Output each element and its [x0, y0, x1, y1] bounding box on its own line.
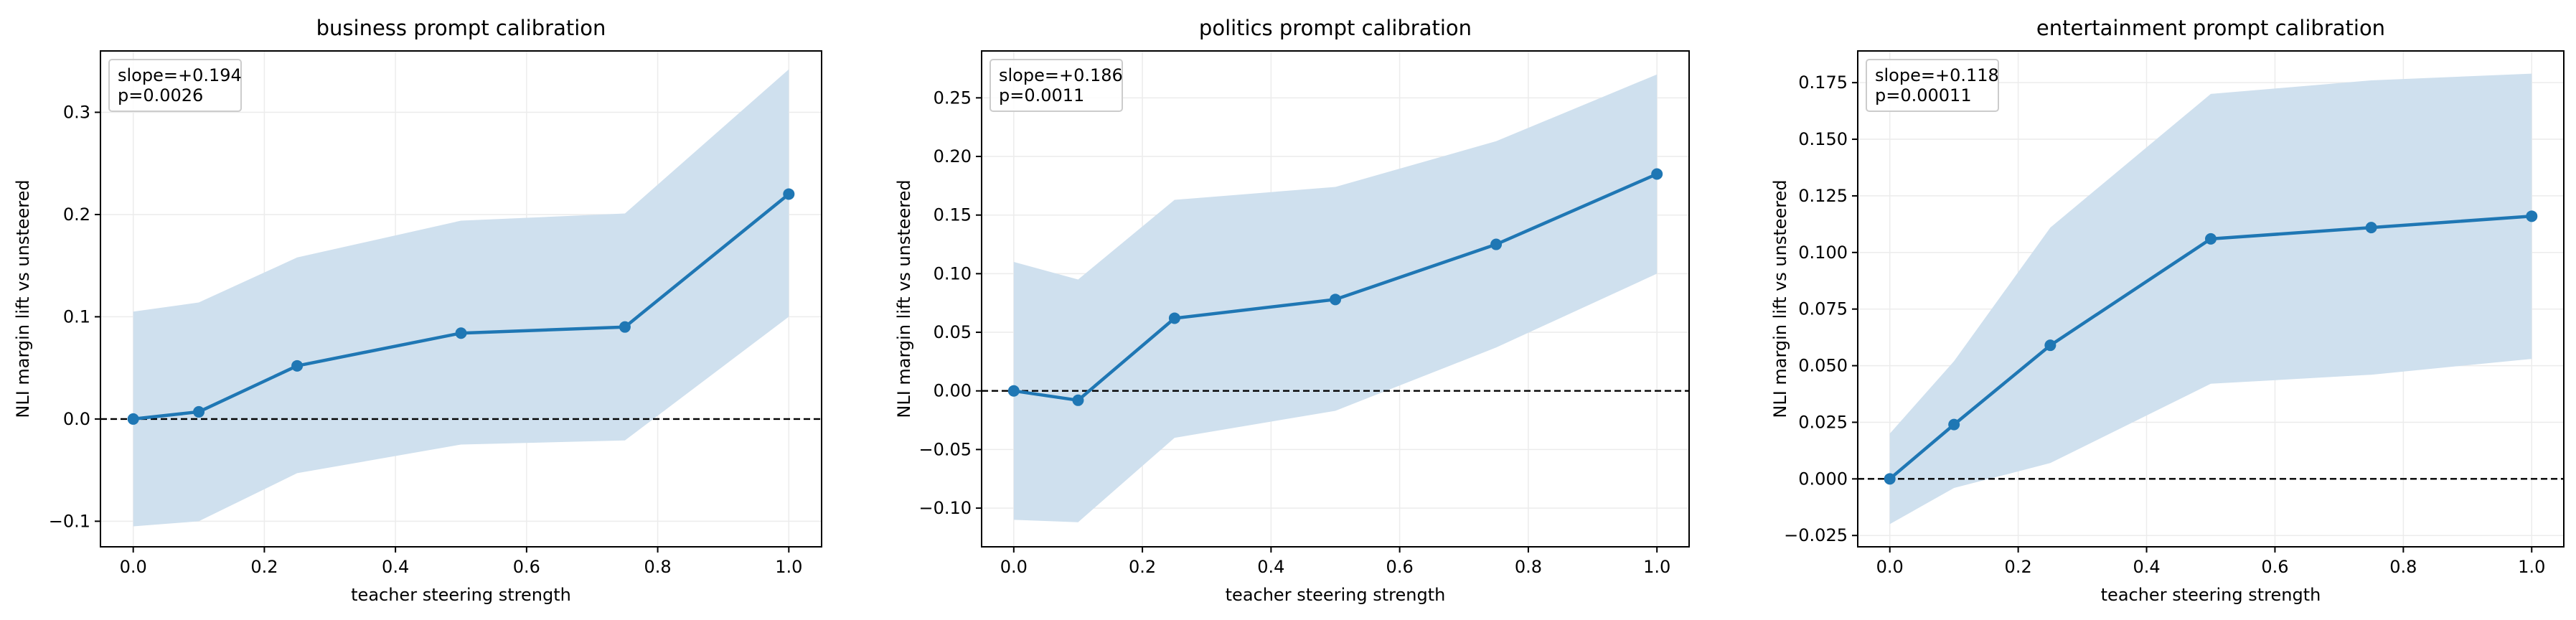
- data-point: [1330, 293, 1341, 306]
- y-tick-label: 0.20: [934, 146, 972, 166]
- y-tick-label: 0.0: [63, 409, 90, 429]
- annotation-text: p=0.0026: [118, 85, 203, 105]
- y-tick-label: 0.05: [934, 322, 972, 342]
- x-axis-label: teacher steering strength: [1226, 585, 1446, 605]
- chart-panel-2: 0.0 0.2 0.4 0.6 0.8 1.0 −0.10 −0.05 0.00 0.05 0.10…: [894, 16, 1690, 605]
- annotation-box: [1866, 59, 1999, 112]
- y-axis-label: NLI margin lift vs unsteered: [13, 179, 33, 418]
- annotation-text: slope=+0.186: [999, 65, 1123, 85]
- confidence-band: [133, 69, 789, 527]
- annotation-box: [989, 59, 1123, 112]
- x-tick-label: 0.6: [513, 557, 540, 577]
- data-point: [1948, 418, 1960, 431]
- chart-title: business prompt calibration: [316, 16, 606, 40]
- x-tick-label: 0.6: [1386, 557, 1414, 577]
- series-line: [133, 192, 790, 421]
- data-point: [619, 321, 631, 333]
- data-point: [1651, 168, 1663, 180]
- annotation-text: slope=+0.118: [1875, 65, 1999, 85]
- y-tick-label: 0.10: [934, 263, 972, 283]
- x-tick-label: 0.0: [1000, 557, 1028, 577]
- data-point: [1168, 312, 1180, 324]
- data-point: [455, 327, 467, 339]
- y-tick-label: 0.000: [1798, 469, 1848, 489]
- y-tick-label: 0.3: [63, 102, 90, 122]
- x-tick-label: 1.0: [1643, 557, 1670, 577]
- chart-panel-3: 0.0 0.2 0.4 0.6 0.8 1.0 −0.025 0.000 0.025 0.050 0…: [1770, 16, 2565, 605]
- y-tick-label: 0.2: [63, 205, 90, 225]
- x-tick-label: 0.6: [2261, 557, 2288, 577]
- x-tick-label: 0.4: [1257, 557, 1284, 577]
- y-tick-label: −0.1: [49, 511, 90, 531]
- y-axis-label: NLI margin lift vs unsteered: [894, 179, 914, 418]
- y-tick-label: −0.05: [918, 439, 972, 459]
- y-tick-label: 0.25: [934, 88, 972, 108]
- chart-panel-1: 0.0 0.2 0.4 0.6 0.8 1.0 −0.1 0.0 0.1 0.2 0.3 busine…: [13, 16, 822, 605]
- x-tick-label: 0.8: [644, 557, 672, 577]
- y-tick-label: 0.025: [1798, 412, 1848, 432]
- y-tick-label: −0.10: [918, 498, 972, 518]
- chart-title: politics prompt calibration: [1199, 16, 1472, 40]
- y-axis-label: NLI margin lift vs unsteered: [1770, 179, 1790, 418]
- y-tick-label: 0.150: [1798, 129, 1848, 149]
- data-point: [2526, 210, 2538, 222]
- y-tick-label: 0.1: [63, 306, 90, 327]
- confidence-band: [1889, 73, 2532, 525]
- x-tick-label: 1.0: [2518, 557, 2545, 577]
- series-line: [1889, 215, 2532, 481]
- data-point: [783, 188, 795, 200]
- y-tick-label: 0.00: [934, 381, 972, 401]
- data-point: [127, 413, 139, 425]
- data-point: [1490, 238, 1503, 250]
- axes-frame: [1857, 50, 2565, 548]
- data-point: [1884, 473, 1896, 485]
- annotation-text: p=0.00011: [1875, 85, 1972, 105]
- data-point: [1072, 394, 1084, 406]
- x-tick-label: 0.2: [250, 557, 278, 577]
- y-tick-label: 0.100: [1798, 243, 1848, 263]
- x-tick-label: 0.4: [382, 557, 409, 577]
- y-tick-label: −0.025: [1784, 525, 1848, 545]
- x-tick-label: 0.4: [2133, 557, 2160, 577]
- series-line: [1013, 172, 1658, 403]
- x-tick-label: 0.2: [1129, 557, 1156, 577]
- data-point: [1007, 385, 1020, 397]
- y-tick-label: 0.125: [1798, 186, 1848, 206]
- x-tick-label: 0.8: [1515, 557, 1542, 577]
- x-tick-label: 0.2: [2005, 557, 2032, 577]
- annotation-text: p=0.0011: [999, 85, 1084, 105]
- data-point: [2365, 222, 2377, 234]
- data-point: [2205, 232, 2217, 245]
- x-tick-label: 0.8: [2389, 557, 2417, 577]
- axes-frame: [981, 50, 1690, 548]
- axes-frame: [100, 50, 822, 548]
- x-tick-label: 1.0: [775, 557, 802, 577]
- data-point: [291, 360, 304, 372]
- x-axis-label: teacher steering strength: [2101, 585, 2321, 605]
- y-tick-label: 0.050: [1798, 356, 1848, 376]
- annotation-box: [108, 59, 242, 112]
- data-point: [2044, 339, 2056, 352]
- data-point: [193, 405, 205, 418]
- y-tick-label: 0.075: [1798, 299, 1848, 319]
- x-tick-label: 0.0: [1876, 557, 1904, 577]
- chart-title: entertainment prompt calibration: [2036, 16, 2385, 40]
- y-tick-label: 0.15: [934, 205, 972, 225]
- x-tick-label: 0.0: [120, 557, 147, 577]
- x-axis-label: teacher steering strength: [351, 585, 571, 605]
- y-tick-label: 0.175: [1798, 72, 1848, 93]
- annotation-text: slope=+0.194: [118, 65, 242, 85]
